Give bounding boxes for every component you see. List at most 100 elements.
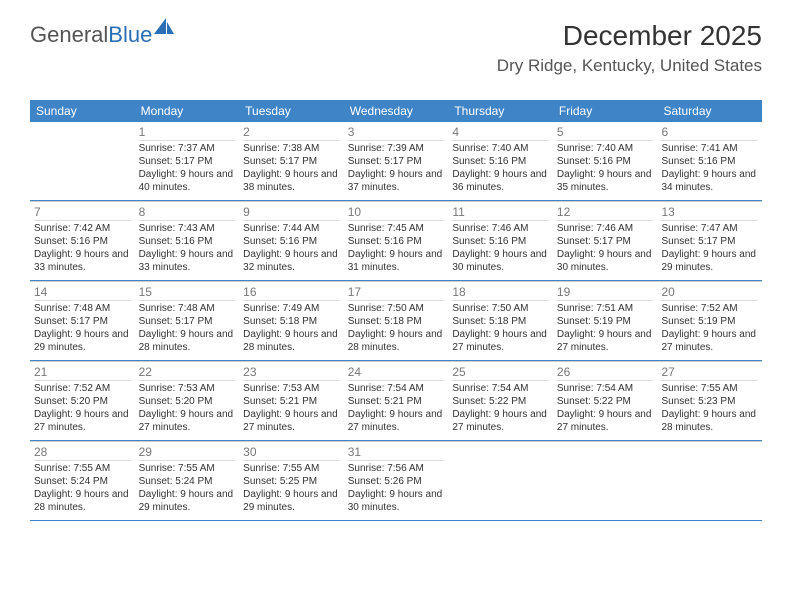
sunset-text: Sunset: 5:17 PM	[348, 155, 445, 168]
sunrise-text: Sunrise: 7:54 AM	[452, 382, 549, 395]
sunset-text: Sunset: 5:16 PM	[139, 235, 236, 248]
logo-text: GeneralBlue	[30, 22, 152, 48]
daylight-text: Daylight: 9 hours and 29 minutes.	[139, 488, 236, 514]
day-cell: 24Sunrise: 7:54 AMSunset: 5:21 PMDayligh…	[344, 361, 449, 440]
sunrise-text: Sunrise: 7:50 AM	[348, 302, 445, 315]
sunrise-text: Sunrise: 7:53 AM	[243, 382, 340, 395]
day-cell	[657, 441, 762, 520]
daylight-text: Daylight: 9 hours and 33 minutes.	[34, 248, 131, 274]
sunrise-text: Sunrise: 7:55 AM	[243, 462, 340, 475]
day-cell: 6Sunrise: 7:41 AMSunset: 5:16 PMDaylight…	[657, 122, 762, 200]
sunset-text: Sunset: 5:17 PM	[34, 315, 131, 328]
weeks-container: 1Sunrise: 7:37 AMSunset: 5:17 PMDaylight…	[30, 122, 762, 521]
daylight-text: Daylight: 9 hours and 32 minutes.	[243, 248, 340, 274]
sunset-text: Sunset: 5:22 PM	[452, 395, 549, 408]
day-number: 22	[139, 365, 236, 381]
daylight-text: Daylight: 9 hours and 27 minutes.	[452, 408, 549, 434]
day-number: 14	[34, 285, 131, 301]
day-cell: 21Sunrise: 7:52 AMSunset: 5:20 PMDayligh…	[30, 361, 135, 440]
day-header: Friday	[553, 100, 658, 122]
day-cell: 26Sunrise: 7:54 AMSunset: 5:22 PMDayligh…	[553, 361, 658, 440]
day-cell: 29Sunrise: 7:55 AMSunset: 5:24 PMDayligh…	[135, 441, 240, 520]
day-cell: 2Sunrise: 7:38 AMSunset: 5:17 PMDaylight…	[239, 122, 344, 200]
day-number: 3	[348, 125, 445, 141]
sunrise-text: Sunrise: 7:47 AM	[661, 222, 758, 235]
day-header-row: Sunday Monday Tuesday Wednesday Thursday…	[30, 100, 762, 122]
day-cell: 10Sunrise: 7:45 AMSunset: 5:16 PMDayligh…	[344, 201, 449, 280]
sunset-text: Sunset: 5:23 PM	[661, 395, 758, 408]
calendar: Sunday Monday Tuesday Wednesday Thursday…	[30, 100, 762, 521]
daylight-text: Daylight: 9 hours and 29 minutes.	[661, 248, 758, 274]
sunset-text: Sunset: 5:16 PM	[452, 235, 549, 248]
day-number: 17	[348, 285, 445, 301]
sunrise-text: Sunrise: 7:48 AM	[139, 302, 236, 315]
logo-sail-icon	[154, 18, 176, 36]
daylight-text: Daylight: 9 hours and 28 minutes.	[348, 328, 445, 354]
daylight-text: Daylight: 9 hours and 29 minutes.	[34, 328, 131, 354]
day-cell: 22Sunrise: 7:53 AMSunset: 5:20 PMDayligh…	[135, 361, 240, 440]
sunset-text: Sunset: 5:21 PM	[243, 395, 340, 408]
daylight-text: Daylight: 9 hours and 30 minutes.	[348, 488, 445, 514]
sunset-text: Sunset: 5:17 PM	[139, 315, 236, 328]
sunset-text: Sunset: 5:16 PM	[243, 235, 340, 248]
sunrise-text: Sunrise: 7:50 AM	[452, 302, 549, 315]
day-cell: 30Sunrise: 7:55 AMSunset: 5:25 PMDayligh…	[239, 441, 344, 520]
day-number: 25	[452, 365, 549, 381]
daylight-text: Daylight: 9 hours and 40 minutes.	[139, 168, 236, 194]
sunrise-text: Sunrise: 7:41 AM	[661, 142, 758, 155]
day-cell: 20Sunrise: 7:52 AMSunset: 5:19 PMDayligh…	[657, 281, 762, 360]
sunset-text: Sunset: 5:17 PM	[243, 155, 340, 168]
day-number: 12	[557, 205, 654, 221]
daylight-text: Daylight: 9 hours and 27 minutes.	[557, 328, 654, 354]
day-number: 8	[139, 205, 236, 221]
daylight-text: Daylight: 9 hours and 30 minutes.	[557, 248, 654, 274]
location-text: Dry Ridge, Kentucky, United States	[497, 56, 762, 76]
daylight-text: Daylight: 9 hours and 28 minutes.	[661, 408, 758, 434]
day-number: 21	[34, 365, 131, 381]
daylight-text: Daylight: 9 hours and 27 minutes.	[34, 408, 131, 434]
day-number: 11	[452, 205, 549, 221]
sunrise-text: Sunrise: 7:46 AM	[557, 222, 654, 235]
sunset-text: Sunset: 5:19 PM	[661, 315, 758, 328]
day-number: 27	[661, 365, 758, 381]
sunrise-text: Sunrise: 7:53 AM	[139, 382, 236, 395]
sunset-text: Sunset: 5:16 PM	[557, 155, 654, 168]
day-cell: 4Sunrise: 7:40 AMSunset: 5:16 PMDaylight…	[448, 122, 553, 200]
day-header: Sunday	[30, 100, 135, 122]
sunrise-text: Sunrise: 7:46 AM	[452, 222, 549, 235]
sunset-text: Sunset: 5:16 PM	[661, 155, 758, 168]
page-title: December 2025	[497, 20, 762, 52]
week-row: 1Sunrise: 7:37 AMSunset: 5:17 PMDaylight…	[30, 122, 762, 201]
day-number: 6	[661, 125, 758, 141]
day-cell: 15Sunrise: 7:48 AMSunset: 5:17 PMDayligh…	[135, 281, 240, 360]
day-cell: 17Sunrise: 7:50 AMSunset: 5:18 PMDayligh…	[344, 281, 449, 360]
sunset-text: Sunset: 5:24 PM	[34, 475, 131, 488]
day-number: 31	[348, 445, 445, 461]
logo: GeneralBlue	[30, 22, 176, 48]
day-cell: 31Sunrise: 7:56 AMSunset: 5:26 PMDayligh…	[344, 441, 449, 520]
day-cell: 5Sunrise: 7:40 AMSunset: 5:16 PMDaylight…	[553, 122, 658, 200]
sunrise-text: Sunrise: 7:55 AM	[661, 382, 758, 395]
sunrise-text: Sunrise: 7:52 AM	[661, 302, 758, 315]
sunset-text: Sunset: 5:17 PM	[139, 155, 236, 168]
daylight-text: Daylight: 9 hours and 28 minutes.	[34, 488, 131, 514]
day-number: 4	[452, 125, 549, 141]
day-number: 20	[661, 285, 758, 301]
daylight-text: Daylight: 9 hours and 29 minutes.	[243, 488, 340, 514]
day-number: 19	[557, 285, 654, 301]
day-cell: 1Sunrise: 7:37 AMSunset: 5:17 PMDaylight…	[135, 122, 240, 200]
sunset-text: Sunset: 5:24 PM	[139, 475, 236, 488]
sunrise-text: Sunrise: 7:38 AM	[243, 142, 340, 155]
day-cell: 8Sunrise: 7:43 AMSunset: 5:16 PMDaylight…	[135, 201, 240, 280]
daylight-text: Daylight: 9 hours and 30 minutes.	[452, 248, 549, 274]
daylight-text: Daylight: 9 hours and 28 minutes.	[243, 328, 340, 354]
sunrise-text: Sunrise: 7:54 AM	[557, 382, 654, 395]
day-cell	[448, 441, 553, 520]
day-number: 26	[557, 365, 654, 381]
day-number: 16	[243, 285, 340, 301]
sunset-text: Sunset: 5:22 PM	[557, 395, 654, 408]
week-row: 28Sunrise: 7:55 AMSunset: 5:24 PMDayligh…	[30, 441, 762, 521]
daylight-text: Daylight: 9 hours and 33 minutes.	[139, 248, 236, 274]
day-cell: 19Sunrise: 7:51 AMSunset: 5:19 PMDayligh…	[553, 281, 658, 360]
day-number: 29	[139, 445, 236, 461]
